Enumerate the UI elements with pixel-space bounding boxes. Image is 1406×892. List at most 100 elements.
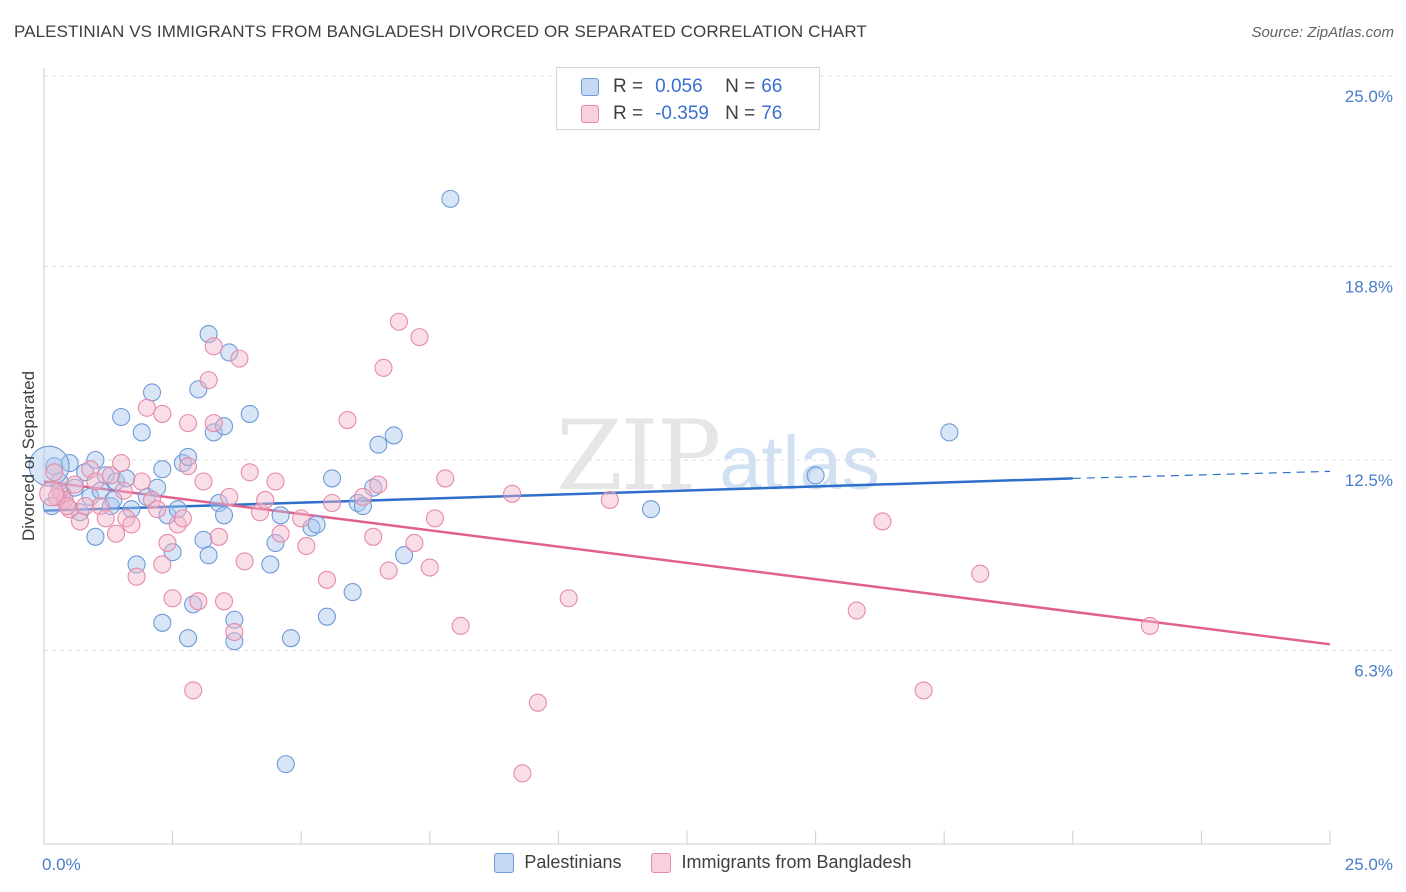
palestinians-point [86, 527, 105, 546]
bangladesh-point [235, 552, 254, 571]
palestinians-point [806, 466, 825, 485]
bangladesh-point [266, 472, 285, 491]
bangladesh-point [189, 592, 208, 611]
bangladesh-point [405, 533, 424, 552]
palestinians-point [158, 506, 177, 525]
palestinians-point [641, 500, 661, 519]
palestinians-point [168, 500, 187, 519]
bangladesh-point [914, 681, 933, 700]
palestinians-point [353, 497, 372, 516]
palestinians-point [122, 500, 141, 519]
bangladesh-point [271, 524, 290, 543]
bangladesh-point [600, 490, 619, 509]
bangladesh-point [369, 475, 388, 494]
stats-legend: R = 0.056 N = 66 R = -0.359 N = 76 [556, 67, 820, 130]
palestinians-point [441, 189, 460, 208]
palestinians-point [178, 447, 198, 466]
bangladesh-point [353, 487, 372, 506]
palestinians-point [142, 383, 162, 402]
bangladesh-point [503, 484, 522, 503]
trend-lines [43, 470, 1331, 646]
bangladesh-point [528, 693, 547, 712]
bangladesh-point [122, 515, 141, 534]
palestinians-point [60, 454, 79, 473]
palestinians-point [76, 463, 95, 482]
palestinians-point [220, 343, 239, 362]
n-label: N = [725, 103, 756, 124]
bangladesh-point [184, 681, 203, 700]
x-tick-label: 25.0% [1345, 855, 1393, 874]
watermark-atlas: atlas [719, 421, 880, 506]
palestinians-point [86, 450, 105, 470]
bangladesh-point [173, 509, 192, 528]
bangladesh-point [220, 487, 239, 506]
palestinians-point [204, 423, 223, 442]
bangladesh-point [106, 524, 126, 543]
palestinians-point [302, 518, 321, 537]
bangladesh-point [178, 414, 198, 433]
palestinians-point [214, 506, 234, 525]
r-label: R = [613, 103, 644, 124]
bangladesh-point [178, 457, 198, 476]
series-legend: Palestinians Immigrants from Bangladesh [0, 852, 1406, 873]
legend-swatch-pink [581, 105, 599, 123]
bangladesh-point [45, 463, 64, 482]
legend-swatch-blue [581, 78, 599, 96]
palestinians-point [281, 629, 300, 648]
palestinians-point [317, 607, 336, 626]
y-axis-label: Divorced or Separated [19, 371, 38, 541]
bangladesh-point [204, 414, 223, 433]
palestinians-point [199, 546, 218, 565]
palestinians-point [240, 404, 259, 423]
palestinians-point [184, 595, 203, 614]
bangladesh-point [112, 454, 131, 473]
palestinians-point [384, 426, 403, 445]
palestinians-point [96, 466, 115, 485]
bangladesh-point [148, 500, 167, 519]
palestinians-point [276, 755, 295, 774]
palestinians-point [225, 632, 244, 651]
palestinians-point [266, 533, 285, 552]
palestinians-point [343, 583, 362, 602]
bangladesh-point [86, 472, 105, 491]
palestinians-point [271, 506, 290, 525]
bangladesh-point [425, 509, 444, 528]
bangladesh-point [158, 533, 177, 552]
palestinians-point [214, 417, 234, 436]
bangladesh-point [199, 371, 218, 390]
palestinians-point [153, 613, 172, 632]
series-palestinians-points [28, 189, 959, 774]
bangladesh-point [410, 328, 429, 347]
palestinians-point [194, 530, 213, 549]
bangladesh-point [374, 358, 393, 377]
bangladesh-point [256, 490, 275, 509]
y-tick-label: 18.8% [1345, 277, 1393, 296]
legend-label: Palestinians [524, 852, 622, 872]
bangladesh-point [847, 601, 866, 620]
bangladesh-point [436, 469, 455, 488]
bangladesh-point [451, 616, 470, 635]
y-tick-label: 12.5% [1345, 471, 1393, 490]
r-label: R = [613, 76, 644, 97]
palestinians-point [323, 469, 342, 488]
bangladesh-trend-line [43, 480, 1331, 646]
legend-swatch-blue [494, 852, 515, 873]
bangladesh-point [101, 466, 120, 485]
bangladesh-point [364, 527, 383, 546]
bangladesh-point [137, 398, 156, 417]
bangladesh-point [379, 561, 398, 580]
bangladesh-point [70, 512, 90, 531]
palestinians-point [112, 407, 131, 427]
bangladesh-point [389, 312, 408, 331]
palestinians-point [132, 423, 151, 442]
palestinians-point [307, 515, 326, 534]
y-tick-label: 6.3% [1354, 661, 1393, 680]
palestinians-point [395, 546, 414, 565]
bangladesh-point [153, 404, 172, 423]
bangladesh-point [230, 349, 249, 368]
bangladesh-point [559, 589, 578, 608]
palestinians-point [178, 629, 198, 648]
bangladesh-point [338, 411, 357, 430]
bangladesh-point [194, 472, 213, 491]
